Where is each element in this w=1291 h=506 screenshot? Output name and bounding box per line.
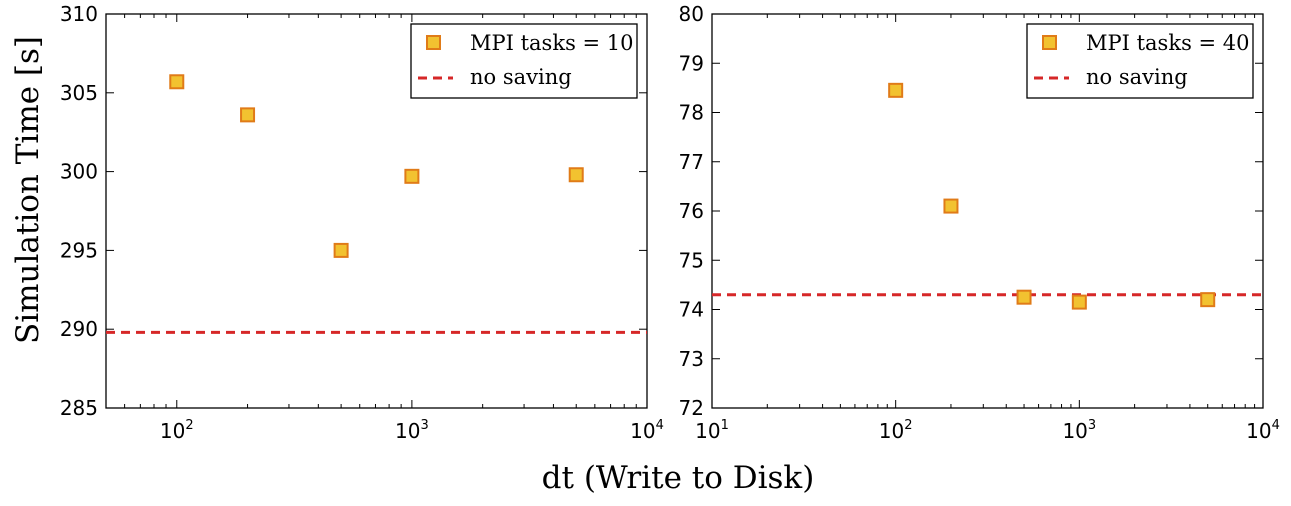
y-tick-label: 295 — [60, 238, 98, 262]
x-ticks: 102 103 104 — [105, 14, 664, 443]
x-tick-label: 103 — [395, 418, 429, 443]
x-tick-label: 104 — [630, 418, 664, 443]
data-point — [943, 198, 959, 214]
data-point — [1200, 292, 1216, 308]
legend-marker — [1042, 35, 1057, 50]
y-tick-label: 290 — [60, 317, 98, 341]
data-point — [568, 167, 584, 183]
x-axis-title: dt (Write to Disk) — [542, 460, 815, 496]
y-tick-label: 77 — [679, 150, 704, 174]
data-point — [1016, 289, 1032, 305]
legend-series-label: MPI tasks = 40 — [1086, 31, 1250, 55]
y-tick-label: 78 — [679, 101, 704, 125]
y-tick-label: 305 — [60, 81, 98, 105]
legend-box — [410, 23, 638, 99]
data-point — [169, 74, 185, 90]
y-tick-label: 79 — [679, 51, 704, 75]
data-point — [333, 242, 349, 258]
x-tick-label: 102 — [160, 418, 194, 443]
y-ticks: 285 290 295 300 305 310 — [60, 2, 647, 420]
legend-line-label: no saving — [1086, 65, 1188, 89]
legend-series-label: MPI tasks = 10 — [470, 31, 634, 55]
x-tick-label: 101 — [695, 418, 729, 443]
data-point — [240, 107, 256, 123]
y-tick-label: 285 — [60, 396, 98, 420]
chart-panel-left: 285 290 295 300 305 310 102 103 104 MPI tasks =… — [60, 2, 664, 443]
data-point — [1071, 294, 1087, 310]
y-axis-title: Simulation Time [s] — [10, 36, 46, 344]
y-tick-label: 74 — [679, 298, 704, 322]
y-tick-label: 73 — [679, 347, 704, 371]
y-tick-label: 76 — [679, 199, 704, 223]
chart-panel-right: 72 73 74 75 76 77 78 79 80 101 102 103 104 MPI task… — [679, 2, 1280, 443]
data-point — [404, 168, 420, 184]
x-ticks: 101 102 103 104 — [695, 14, 1280, 443]
legend-box — [1026, 23, 1254, 99]
y-tick-label: 300 — [60, 160, 98, 184]
x-tick-label: 103 — [1062, 418, 1096, 443]
x-tick-label: 104 — [1246, 418, 1280, 443]
legend-marker — [426, 35, 441, 50]
y-tick-label: 310 — [60, 2, 98, 26]
y-ticks: 72 73 74 75 76 77 78 79 80 — [679, 2, 1263, 420]
legend-line-label: no saving — [470, 65, 572, 89]
y-tick-label: 75 — [679, 248, 704, 272]
y-tick-label: 72 — [679, 396, 704, 420]
legend: MPI tasks = 10 no saving — [410, 23, 638, 99]
marker-layer — [888, 82, 1216, 310]
legend: MPI tasks = 40 no saving — [1026, 23, 1254, 99]
marker-layer — [169, 74, 584, 258]
x-tick-label: 102 — [879, 418, 913, 443]
y-tick-label: 80 — [679, 2, 704, 26]
data-point — [888, 82, 904, 98]
plot-frame — [105, 13, 648, 409]
